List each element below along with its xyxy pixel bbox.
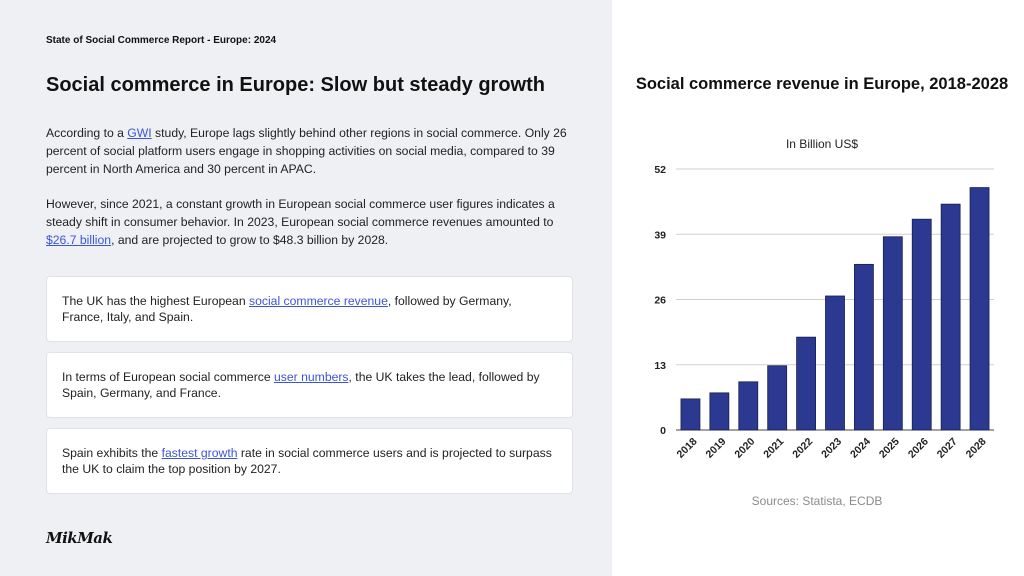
insight-card-users: In terms of European social commerce use… — [46, 352, 573, 418]
intro-p2-text-end: , and are projected to grow to $48.3 bil… — [111, 233, 389, 247]
social-commerce-revenue-link[interactable]: social commerce revenue — [249, 294, 388, 308]
x-tick-label: 2022 — [790, 436, 815, 461]
intro-p1-text-start: According to a — [46, 126, 128, 140]
page-headline: Social commerce in Europe: Slow but stea… — [46, 74, 545, 96]
y-tick-label: 0 — [660, 425, 666, 437]
bar-2028 — [969, 187, 990, 431]
brand-logo: MikMak — [46, 529, 113, 547]
fastest-growth-link[interactable]: fastest growth — [161, 446, 238, 460]
insight-card-revenue: The UK has the highest European social c… — [46, 276, 573, 342]
insight-card-growth: Spain exhibits the fastest growth rate i… — [46, 428, 573, 494]
intro-paragraph-1: According to a GWI study, Europe lags sl… — [46, 124, 576, 178]
intro-text: According to a GWI study, Europe lags sl… — [46, 124, 576, 266]
insight-card-text: The UK has the highest European social c… — [47, 293, 572, 325]
bar-2022 — [796, 336, 816, 431]
revenue-figure-link[interactable]: $26.7 billion — [46, 233, 112, 247]
insight-card-text: Spain exhibits the fastest growth rate i… — [47, 445, 572, 477]
card-text-start: Spain exhibits the — [62, 446, 162, 460]
y-tick-label: 13 — [654, 360, 666, 372]
card-text-start: The UK has the highest European — [62, 294, 249, 308]
x-tick-label: 2021 — [761, 436, 786, 461]
chart-sources: Sources: Statista, ECDB — [751, 494, 883, 508]
insight-card-text: In terms of European social commerce use… — [47, 369, 572, 401]
x-tick-label: 2023 — [819, 436, 844, 461]
y-tick-label: 52 — [654, 164, 666, 176]
bar-2023 — [825, 295, 845, 431]
x-tick-label: 2019 — [703, 436, 728, 461]
chart-title: Social commerce revenue in Europe, 2018-… — [635, 75, 1009, 93]
card-text-end: , followed by Germany, France, Italy, an… — [62, 294, 512, 324]
gwi-link[interactable]: GWI — [127, 126, 152, 140]
card-text-end: , the UK takes the lead, followed by Spa… — [62, 370, 540, 400]
chart-subtitle: In Billion US$ — [785, 137, 859, 151]
bar-2019 — [709, 392, 730, 431]
bar-2024 — [854, 263, 874, 431]
x-tick-label: 2027 — [935, 436, 960, 461]
y-tick-label: 39 — [654, 229, 666, 241]
bar-2027 — [940, 203, 961, 431]
bar-2025 — [882, 236, 903, 431]
x-tick-label: 2020 — [732, 436, 757, 461]
x-tick-label: 2018 — [675, 436, 700, 461]
intro-p1-text-end: study, Europe lags slightly behind other… — [46, 126, 567, 176]
bar-2018 — [680, 398, 701, 431]
card-text-start: In terms of European social commerce — [62, 370, 275, 384]
intro-p2-text-start: However, since 2021, a constant growth i… — [46, 197, 555, 229]
card-text-end: rate in social commerce users and is pro… — [62, 446, 552, 476]
bar-2026 — [911, 218, 932, 431]
x-tick-label: 2026 — [906, 436, 931, 461]
report-label: State of Social Commerce Report - Europe… — [46, 35, 277, 46]
x-tick-label: 2025 — [877, 436, 902, 461]
intro-paragraph-2: However, since 2021, a constant growth i… — [46, 195, 576, 249]
bar-2021 — [767, 365, 788, 431]
x-tick-label: 2024 — [848, 436, 873, 461]
y-tick-label: 26 — [654, 295, 666, 307]
x-tick-label: 2028 — [964, 436, 989, 461]
bar-2020 — [738, 381, 759, 431]
user-numbers-link[interactable]: user numbers — [274, 370, 349, 384]
